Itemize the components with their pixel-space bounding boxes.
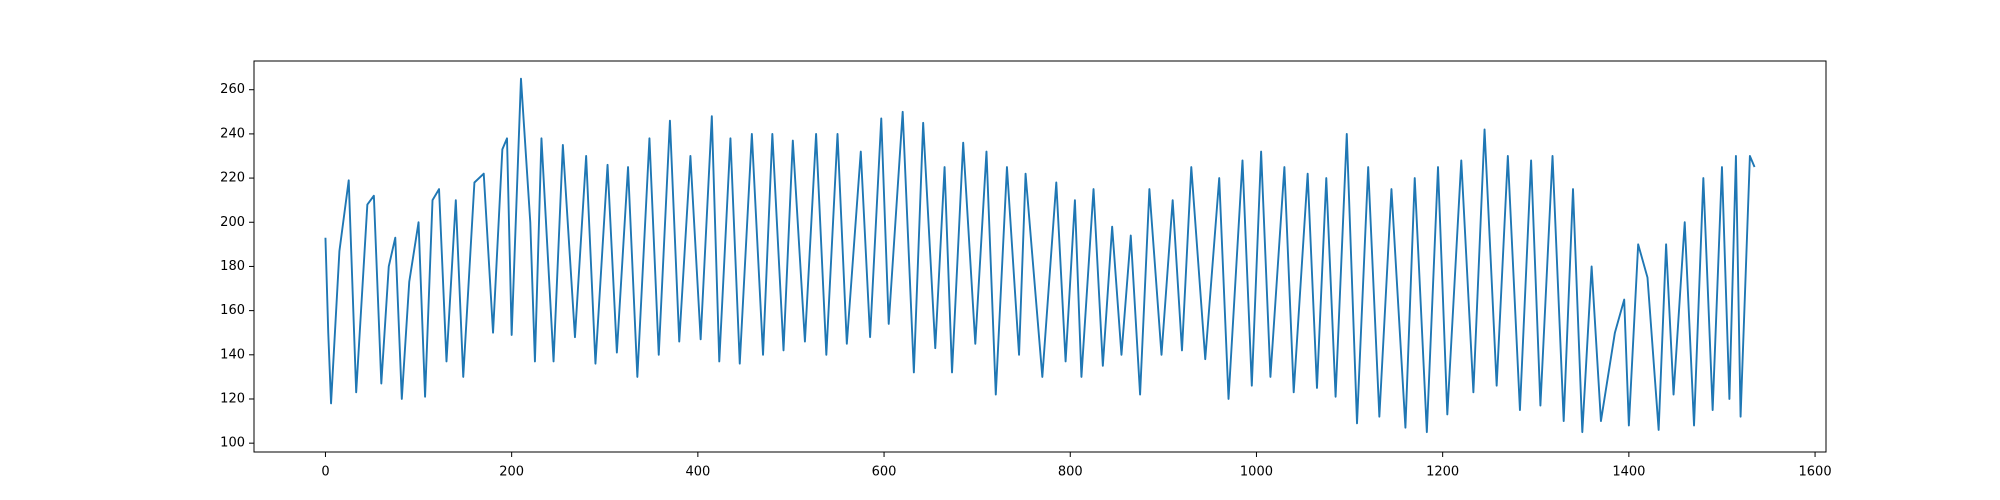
y-tick-label: 160 xyxy=(220,303,245,318)
x-tick-label: 600 xyxy=(872,465,897,480)
x-tick-label: 0 xyxy=(321,465,329,480)
x-tick-label: 1000 xyxy=(1240,465,1273,480)
x-tick-label: 400 xyxy=(685,465,710,480)
y-tick-label: 200 xyxy=(220,215,245,230)
y-tick-label: 100 xyxy=(220,436,245,451)
y-tick-label: 240 xyxy=(220,126,245,141)
y-tick-label: 140 xyxy=(220,347,245,362)
data-line xyxy=(324,77,1756,434)
y-tick-label: 180 xyxy=(220,259,245,274)
y-tick-label: 220 xyxy=(220,171,245,186)
x-tick-label: 800 xyxy=(1058,465,1083,480)
x-tick-label: 200 xyxy=(499,465,524,480)
plot-frame xyxy=(253,60,1827,453)
y-tick-label: 260 xyxy=(220,82,245,97)
x-tick-label: 1400 xyxy=(1612,465,1645,480)
x-tick-label: 1600 xyxy=(1799,465,1832,480)
y-tick-label: 120 xyxy=(220,391,245,406)
x-tick-label: 1200 xyxy=(1426,465,1459,480)
